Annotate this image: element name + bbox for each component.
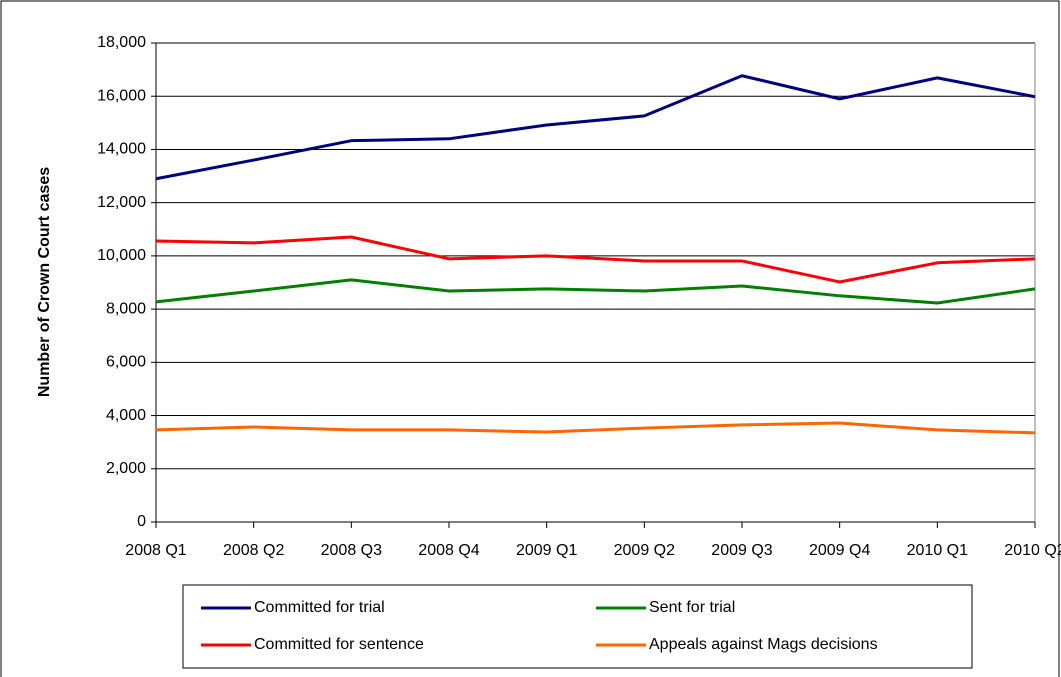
series-line: [155, 74, 1036, 181]
y-tick-label: 0: [137, 513, 146, 530]
series-line: [155, 278, 1036, 305]
x-tick-label: 2008 Q1: [125, 542, 186, 559]
y-tick-label: 16,000: [97, 87, 146, 104]
x-tick-label: 2008 Q2: [223, 542, 284, 559]
legend-label: Committed for trial: [254, 599, 385, 616]
y-tick-label: 18,000: [97, 34, 146, 51]
x-tick-label: 2010 Q2: [1004, 542, 1061, 559]
y-axis-title: Number of Crown Court cases: [36, 167, 53, 397]
series-line: [155, 235, 1036, 284]
y-tick-label: 14,000: [97, 141, 146, 158]
y-tick-label: 10,000: [97, 247, 146, 264]
x-tick-label: 2010 Q1: [907, 542, 968, 559]
series-line: [155, 421, 1036, 435]
legend-label: Appeals against Mags decisions: [649, 636, 878, 653]
y-tick-label: 2,000: [106, 460, 146, 477]
x-tick-label: 2009 Q2: [614, 542, 675, 559]
x-tick-label: 2009 Q1: [516, 542, 577, 559]
x-tick-label: 2009 Q3: [711, 542, 772, 559]
y-tick-label: 8,000: [106, 300, 146, 317]
y-tick-label: 12,000: [97, 194, 146, 211]
x-tick-label: 2009 Q4: [809, 542, 870, 559]
y-tick-label: 6,000: [106, 354, 146, 371]
legend-box: [182, 584, 973, 669]
x-tick-label: 2008 Q4: [418, 542, 479, 559]
legend-label: Sent for trial: [649, 599, 735, 616]
x-tick-label: 2008 Q3: [321, 542, 382, 559]
legend-label: Committed for sentence: [254, 636, 424, 653]
y-tick-label: 4,000: [106, 407, 146, 424]
